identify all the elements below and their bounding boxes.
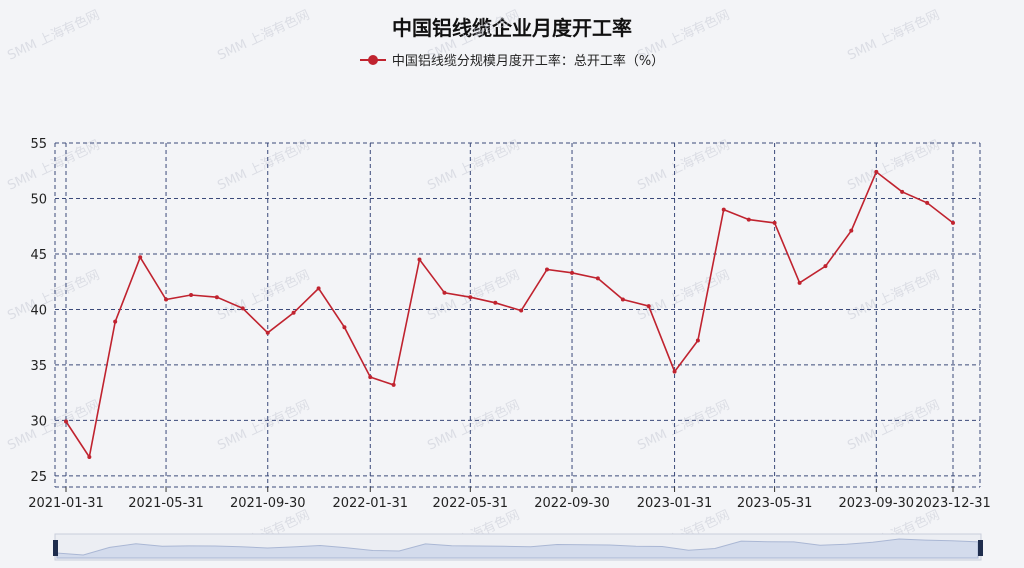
watermark: SMM 上海有色网: [425, 397, 522, 454]
y-tick-label: 45: [30, 248, 47, 263]
y-tick-label: 55: [30, 137, 47, 152]
watermark: SMM 上海有色网: [215, 137, 312, 194]
data-point[interactable]: [391, 382, 396, 387]
data-point[interactable]: [545, 267, 550, 272]
watermark: SMM 上海有色网: [845, 7, 942, 64]
watermark: SMM 上海有色网: [635, 137, 732, 194]
watermark: SMM 上海有色网: [845, 397, 942, 454]
data-point[interactable]: [746, 217, 751, 222]
series-line: [65, 170, 954, 460]
watermark: SMM 上海有色网: [5, 137, 102, 194]
data-point[interactable]: [214, 295, 219, 300]
data-point[interactable]: [64, 419, 68, 424]
x-axis: 2021-01-31 2021-05-31 2021-09-30 2022-01-31…: [28, 487, 991, 511]
data-point[interactable]: [189, 293, 194, 298]
data-point[interactable]: [164, 297, 169, 302]
x-tick-label: 2022-05-31: [433, 496, 509, 511]
data-point[interactable]: [951, 220, 955, 225]
grid: [54, 142, 981, 488]
data-point[interactable]: [291, 310, 296, 315]
watermark: SMM 上海有色网: [215, 397, 312, 454]
watermark: SMM 上海有色网: [425, 7, 522, 64]
y-axis: 25 30 35 40 45 50 55: [30, 137, 47, 485]
zoom-right-handle[interactable]: [978, 540, 983, 556]
data-point[interactable]: [468, 295, 473, 300]
data-point[interactable]: [113, 319, 118, 324]
y-tick-label: 30: [30, 414, 47, 429]
data-point[interactable]: [874, 169, 879, 174]
data-point[interactable]: [772, 220, 777, 225]
watermark: SMM 上海有色网: [635, 7, 732, 64]
data-point[interactable]: [900, 189, 905, 194]
watermark: SMM 上海有色网: [5, 397, 102, 454]
data-point[interactable]: [646, 304, 651, 309]
data-point[interactable]: [570, 270, 575, 275]
watermark: SMM 上海有色网: [5, 267, 102, 324]
data-point[interactable]: [925, 200, 930, 205]
data-point[interactable]: [342, 325, 347, 330]
data-point[interactable]: [442, 290, 447, 295]
x-tick-label: 2021-09-30: [230, 496, 306, 511]
data-point[interactable]: [849, 228, 854, 233]
series-points: [64, 169, 955, 460]
y-tick-label: 40: [30, 303, 47, 318]
watermark: SMM 上海有色网: [5, 7, 102, 64]
watermark: SMM 上海有色网: [215, 267, 312, 324]
data-point[interactable]: [240, 306, 245, 311]
data-point[interactable]: [721, 207, 726, 212]
data-point[interactable]: [316, 286, 321, 291]
data-point[interactable]: [797, 280, 802, 285]
y-tick-label: 35: [30, 359, 47, 374]
data-point[interactable]: [417, 257, 422, 262]
data-zoom-slider[interactable]: [53, 533, 983, 561]
data-point[interactable]: [368, 375, 373, 380]
chart-title: 中国铝线缆企业月度开工率: [392, 16, 632, 40]
data-point[interactable]: [265, 330, 270, 335]
zoom-left-handle[interactable]: [53, 540, 58, 556]
y-tick-label: 25: [30, 470, 47, 485]
y-tick-label: 50: [30, 192, 47, 207]
x-tick-label: 2021-05-31: [128, 496, 204, 511]
watermark: SMM 上海有色网: [425, 267, 522, 324]
x-tick-label: 2023-01-31: [637, 496, 713, 511]
watermarks: SMM 上海有色网 SMM 上海有色网 SMM 上海有色网 SMM 上海有色网 SMM …: [5, 7, 942, 564]
legend-label: 中国铝线缆分规模月度开工率：总开工率（%）: [391, 54, 665, 69]
x-tick-label: 2023-05-31: [737, 496, 813, 511]
watermark: SMM 上海有色网: [215, 7, 312, 64]
watermark: SMM 上海有色网: [635, 397, 732, 454]
x-tick-label: 2022-09-30: [534, 496, 610, 511]
data-point[interactable]: [695, 338, 700, 343]
data-point[interactable]: [87, 455, 92, 460]
watermark: SMM 上海有色网: [845, 267, 942, 324]
data-point[interactable]: [672, 369, 677, 374]
x-tick-label: 2021-01-31: [28, 496, 104, 511]
legend[interactable]: 中国铝线缆分规模月度开工率：总开工率（%）: [0, 50, 1024, 69]
watermark: SMM 上海有色网: [425, 137, 522, 194]
data-point[interactable]: [595, 276, 600, 281]
zoom-preview: [56, 538, 979, 559]
x-tick-label: 2023-12-31: [915, 496, 991, 511]
legend-marker-icon: [359, 54, 386, 66]
watermark: SMM 上海有色网: [635, 267, 732, 324]
x-tick-label: 2022-01-31: [332, 496, 408, 511]
data-point[interactable]: [519, 308, 524, 313]
data-point[interactable]: [138, 255, 143, 260]
x-tick-label: 2023-09-30: [839, 496, 915, 511]
data-point[interactable]: [823, 264, 828, 269]
data-point[interactable]: [493, 300, 498, 305]
data-point[interactable]: [620, 297, 625, 302]
